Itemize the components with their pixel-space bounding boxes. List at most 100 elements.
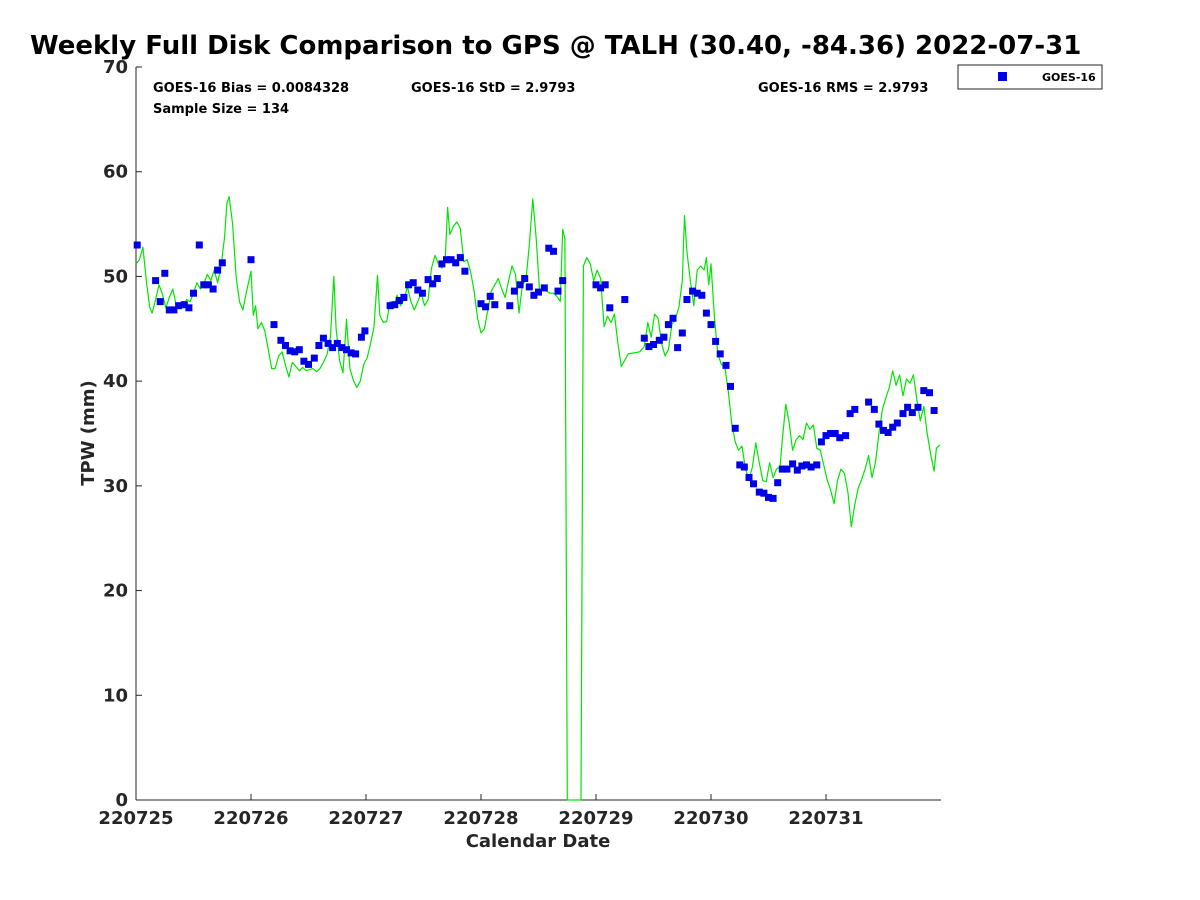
goes16-data-point	[693, 289, 701, 297]
goes16-data-point	[712, 337, 720, 345]
goes16-data-point	[926, 389, 933, 397]
goes16-data-point	[418, 289, 426, 297]
x-tick-label: 220725	[98, 808, 173, 829]
x-tick-label: 220727	[328, 808, 403, 829]
goes16-data-point	[750, 480, 757, 488]
goes16-data-point	[352, 350, 360, 358]
goes16-data-point	[689, 287, 697, 295]
goes16-data-point	[660, 333, 668, 341]
goes16-data-point	[195, 241, 203, 249]
goes16-data-point	[357, 333, 365, 341]
goes16-data-point	[930, 407, 938, 414]
goes16-data-point	[218, 259, 226, 267]
goes16-data-point	[310, 354, 318, 362]
goes16-data-point	[152, 277, 160, 285]
goes16-data-point	[247, 256, 255, 264]
goes16-data-point	[452, 259, 460, 267]
goes16-data-point	[429, 280, 437, 288]
goes16-data-point	[702, 309, 710, 317]
goes16-data-point	[395, 297, 403, 304]
goes16-data-point	[669, 314, 677, 322]
goes16-data-point	[655, 336, 663, 344]
goes16-data-point	[133, 241, 141, 249]
goes16-data-point	[601, 281, 609, 289]
goes16-data-point	[846, 410, 854, 418]
goes16-data-point	[333, 339, 341, 347]
goes16-data-point	[424, 276, 432, 284]
goes16-data-point	[822, 432, 830, 440]
goes16-data-point	[865, 398, 873, 406]
y-tick-label: 40	[103, 371, 128, 392]
goes16-data-point	[506, 302, 514, 310]
goes16-data-point	[807, 463, 815, 471]
goes16-data-point	[836, 434, 844, 442]
goes16-data-point	[305, 360, 312, 368]
goes16-data-point	[716, 350, 724, 358]
goes16-data-point	[870, 405, 878, 413]
goes16-data-point	[443, 256, 450, 264]
goes16-data-point	[554, 287, 562, 295]
goes16-data-point	[209, 285, 217, 293]
goes16-data-point	[545, 244, 553, 252]
goes16-data-point	[683, 296, 691, 303]
goes16-data-point	[200, 281, 208, 289]
goes16-data-point	[405, 281, 413, 289]
goes16-data-point	[650, 341, 657, 348]
gps-series-line	[135, 196, 941, 801]
goes16-data-point	[789, 460, 797, 468]
goes16-data-point	[875, 420, 883, 428]
goes16-data-point	[817, 438, 825, 446]
goes16-data-point	[745, 474, 753, 481]
goes16-data-point	[165, 306, 173, 314]
goes16-data-point	[447, 256, 455, 264]
goes16-data-point	[778, 465, 786, 473]
goes16-data-point	[315, 342, 323, 349]
x-axis-ticks: 220725 220726 220727 220728 220729 220730 2207…	[98, 794, 864, 829]
goes16-data-point	[300, 357, 308, 365]
goes16-data-point	[884, 429, 892, 436]
goes16-data-point	[755, 488, 763, 496]
goes16-data-point	[621, 296, 629, 303]
goes16-data-point	[769, 494, 777, 502]
goes16-data-point	[190, 289, 197, 297]
plot-area: 0 10 20 30 40 50 60 70 220725 220726 220727 220728…	[98, 57, 941, 829]
chart-title: Weekly Full Disk Comparison to GPS @ TAL…	[30, 31, 1081, 61]
sample-size-stat: Sample Size = 134	[153, 102, 289, 117]
goes16-data-point	[908, 409, 916, 417]
y-tick-label: 60	[103, 162, 128, 183]
goes16-data-point	[827, 430, 835, 437]
goes16-data-point	[286, 347, 294, 355]
goes16-data-point	[535, 288, 542, 296]
legend-box	[957, 64, 1103, 90]
goes16-data-point	[400, 293, 408, 301]
std-stat: GOES-16 StD = 2.9793	[411, 81, 575, 96]
goes16-data-point	[414, 286, 422, 294]
goes16-data-point	[324, 339, 332, 347]
goes16-data-point	[592, 281, 600, 289]
goes16-data-point	[765, 493, 772, 501]
goes16-data-point	[880, 426, 887, 434]
goes16-data-point	[185, 304, 193, 312]
goes16-data-point	[606, 304, 614, 312]
goes16-data-point	[597, 284, 605, 292]
goes16-data-point	[361, 327, 369, 335]
goes16-data-point	[678, 329, 686, 337]
goes16-data-point	[831, 430, 839, 437]
goes16-data-point	[774, 479, 782, 487]
goes16-data-point	[722, 361, 730, 369]
goes16-data-point	[899, 410, 907, 418]
y-tick-label: 20	[103, 581, 128, 602]
goes16-data-point	[521, 275, 529, 282]
goes16-data-point	[291, 348, 299, 356]
y-tick-label: 10	[103, 685, 128, 706]
legend-marker-goes16	[998, 72, 1007, 81]
x-tick-label: 220726	[213, 808, 288, 829]
goes16-data-point	[482, 303, 490, 311]
goes16-data-point	[920, 387, 928, 395]
goes16-data-point	[674, 344, 682, 352]
y-axis-label: TPW (mm)	[78, 380, 99, 486]
goes16-data-point	[530, 291, 538, 299]
goes16-data-point	[347, 349, 355, 357]
goes16-data-point	[386, 302, 394, 310]
